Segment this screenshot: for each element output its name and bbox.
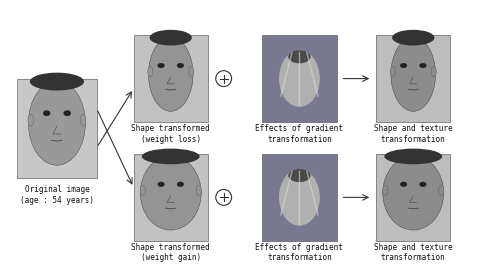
Ellipse shape (43, 111, 50, 116)
Bar (17, 79, 97, 177)
Text: Shape transformed
(weight loss): Shape transformed (weight loss) (131, 124, 210, 144)
Ellipse shape (419, 182, 426, 187)
Ellipse shape (80, 114, 86, 126)
Ellipse shape (158, 182, 164, 187)
Ellipse shape (158, 63, 164, 68)
Ellipse shape (439, 185, 444, 196)
Ellipse shape (28, 114, 34, 126)
Ellipse shape (384, 149, 442, 164)
Ellipse shape (419, 63, 426, 68)
Ellipse shape (279, 169, 320, 226)
Ellipse shape (148, 37, 193, 111)
Ellipse shape (177, 182, 184, 187)
Ellipse shape (30, 73, 84, 90)
Text: Shape transformed
(weight gain): Shape transformed (weight gain) (131, 243, 210, 262)
Ellipse shape (392, 30, 434, 46)
Ellipse shape (390, 66, 395, 77)
Bar (376, 35, 451, 122)
Ellipse shape (189, 66, 194, 77)
Ellipse shape (150, 30, 192, 46)
Bar (134, 35, 208, 122)
Ellipse shape (140, 185, 145, 196)
Ellipse shape (177, 63, 184, 68)
Ellipse shape (383, 156, 444, 230)
Text: Shape and texture
transformation: Shape and texture transformation (374, 124, 452, 144)
Ellipse shape (64, 111, 71, 116)
Bar (262, 35, 336, 122)
Ellipse shape (288, 50, 311, 63)
Ellipse shape (196, 185, 201, 196)
Bar (376, 154, 451, 241)
Bar (262, 154, 336, 241)
Text: Shape and texture
transformation: Shape and texture transformation (374, 243, 452, 262)
Ellipse shape (400, 63, 407, 68)
Ellipse shape (391, 37, 435, 111)
Ellipse shape (140, 156, 201, 230)
Text: Effects of gradient
transformation: Effects of gradient transformation (256, 124, 343, 144)
Text: Original image
(age : 54 years): Original image (age : 54 years) (20, 185, 94, 205)
Ellipse shape (382, 185, 388, 196)
Bar (134, 154, 208, 241)
Text: Effects of gradient
transformation: Effects of gradient transformation (256, 243, 343, 262)
Ellipse shape (400, 182, 407, 187)
Ellipse shape (288, 169, 311, 182)
Ellipse shape (142, 149, 200, 164)
Ellipse shape (431, 66, 436, 77)
Ellipse shape (28, 81, 86, 165)
Ellipse shape (148, 66, 153, 77)
Ellipse shape (279, 50, 320, 107)
